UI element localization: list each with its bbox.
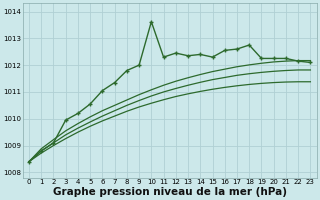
X-axis label: Graphe pression niveau de la mer (hPa): Graphe pression niveau de la mer (hPa)	[53, 187, 287, 197]
